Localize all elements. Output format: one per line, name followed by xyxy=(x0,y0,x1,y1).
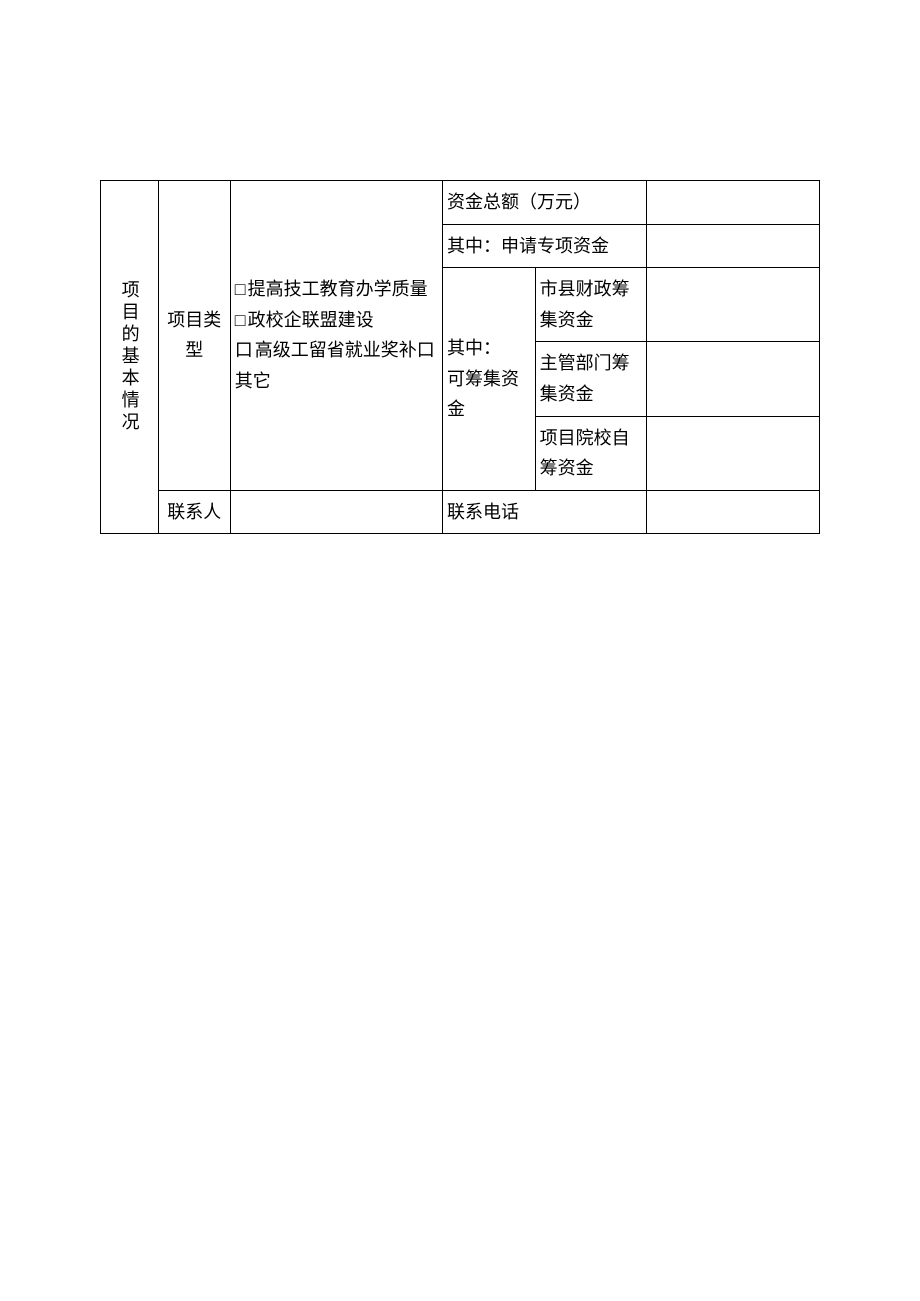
option-text-3: 高级工留省就业奖补 xyxy=(255,340,417,360)
option-text-4: 其它 xyxy=(235,371,271,391)
fund-school-value-cell[interactable] xyxy=(646,416,819,490)
checkbox-icon[interactable]: □ xyxy=(235,274,246,305)
project-type-label: 项目类型 xyxy=(167,310,221,361)
fund-total-label-cell: 资金总额（万元） xyxy=(442,181,646,225)
fund-raise-label-line2: 可筹集资金 xyxy=(447,364,531,425)
fund-dept-value-cell[interactable] xyxy=(646,342,819,416)
fund-dept-label-cell: 主管部门筹集资金 xyxy=(535,342,646,416)
option-line-1: □提高技工教育办学质量 xyxy=(235,274,438,305)
phone-value-cell[interactable] xyxy=(646,490,819,534)
fund-school-label: 项目院校自筹资金 xyxy=(540,428,630,479)
fund-dept-label: 主管部门筹集资金 xyxy=(540,353,630,404)
fund-raise-label-cell: 其中： 可筹集资金 xyxy=(442,268,535,491)
phone-label-cell: 联系电话 xyxy=(442,490,646,534)
fund-city-county-label-cell: 市县财政筹集资金 xyxy=(535,268,646,342)
fund-school-label-cell: 项目院校自筹资金 xyxy=(535,416,646,490)
fund-total-value-cell[interactable] xyxy=(646,181,819,225)
checkbox-icon[interactable]: □ xyxy=(235,305,246,336)
contact-value-cell[interactable] xyxy=(230,490,442,534)
fund-city-county-label: 市县财政筹集资金 xyxy=(540,279,630,330)
project-type-label-cell: 项目类型 xyxy=(158,181,230,491)
option-text-1: 提高技工教育办学质量 xyxy=(248,279,428,299)
fund-special-value-cell[interactable] xyxy=(646,224,819,268)
section-header-text: 项目的基本情况 xyxy=(120,280,140,434)
option-text-2: 政校企联盟建设 xyxy=(248,310,374,330)
project-basic-info-table: 项目的基本情况 项目类型 □提高技工教育办学质量 □政校企联盟建设 口高级工留省… xyxy=(100,180,820,534)
phone-label: 联系电话 xyxy=(447,502,519,522)
section-header: 项目的基本情况 xyxy=(101,181,159,534)
fund-total-label: 资金总额（万元） xyxy=(447,192,591,212)
contact-label: 联系人 xyxy=(167,502,221,522)
contact-label-cell: 联系人 xyxy=(158,490,230,534)
fund-city-county-value-cell[interactable] xyxy=(646,268,819,342)
project-type-options-cell: □提高技工教育办学质量 □政校企联盟建设 口高级工留省就业奖补口其它 xyxy=(230,181,442,491)
checkbox-icon[interactable]: 口 xyxy=(235,335,253,366)
checkbox-icon[interactable]: 口 xyxy=(417,335,435,366)
fund-raise-label-line1: 其中： xyxy=(447,333,531,364)
option-line-3-4: 口高级工留省就业奖补口其它 xyxy=(235,335,438,396)
option-line-2: □政校企联盟建设 xyxy=(235,305,438,336)
fund-special-label: 其中：申请专项资金 xyxy=(447,236,609,256)
fund-special-label-cell: 其中：申请专项资金 xyxy=(442,224,646,268)
